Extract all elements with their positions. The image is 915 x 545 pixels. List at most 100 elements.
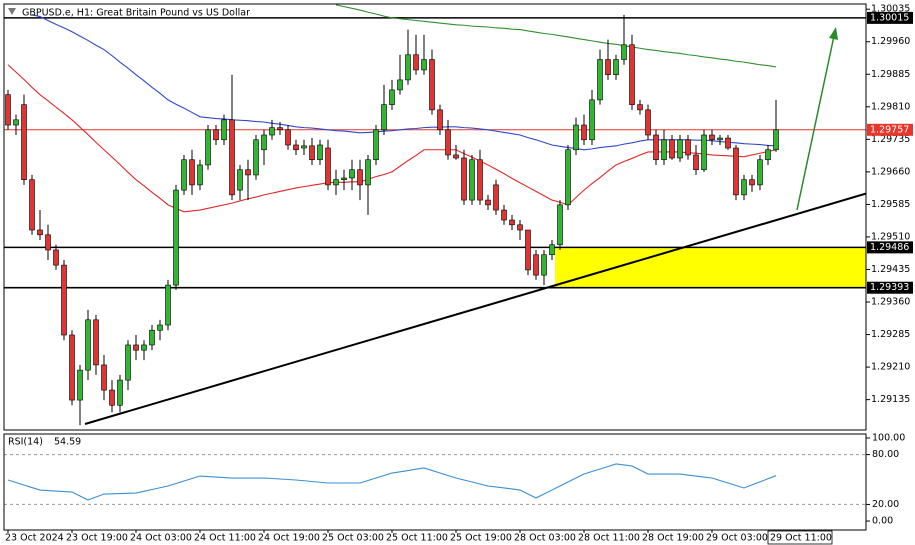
y-tick-label: 1.29210: [871, 362, 910, 373]
rsi-line: [7, 463, 777, 501]
candle-body: [389, 89, 395, 105]
candle-body: [381, 104, 387, 131]
x-tick-label: 24 Oct 03:00: [130, 533, 192, 544]
candle-body: [565, 149, 571, 206]
candle-body: [341, 177, 347, 180]
candle-body: [125, 344, 131, 381]
candle-body: [13, 119, 19, 126]
candle-body: [677, 139, 683, 159]
x-tick-label: 23 Oct 19:00: [66, 533, 128, 544]
candle-body: [501, 209, 507, 221]
axes: 1.29135 1.29210 1.29285 1.29360 1.29435 1.295…: [5, 4, 913, 545]
candle-body: [29, 179, 35, 231]
y-tick-label: 1.29735: [871, 134, 910, 145]
level-label: 1.29757: [870, 124, 909, 135]
x-label-box: [767, 530, 833, 545]
candle-body: [293, 144, 299, 151]
y-tick-label: 1.29360: [871, 297, 910, 308]
chart-title: GBPUSD.e, H1: Great Britain Pound vs US …: [22, 8, 250, 19]
candle-body: [77, 369, 83, 401]
candle-body: [701, 134, 707, 171]
y-tick-label: 1.30035: [871, 4, 910, 15]
candle-body: [629, 44, 635, 105]
candle-body: [101, 364, 107, 391]
rsi-tick-label: 0.00: [872, 516, 893, 527]
candle-body: [653, 134, 659, 161]
candle-body: [85, 319, 91, 371]
level-label-box: [867, 123, 913, 136]
candle-body: [509, 219, 515, 226]
candle-body: [5, 94, 11, 126]
candle-body: [645, 109, 651, 136]
candle-body: [549, 244, 555, 256]
level-label-box: [867, 11, 913, 24]
candle-body: [541, 254, 547, 276]
level-label: 1.29486: [870, 242, 909, 253]
candle-body: [765, 149, 771, 161]
candle-body: [309, 145, 315, 161]
level-label-box: [867, 241, 913, 254]
candle-body: [221, 119, 227, 141]
candle-body: [349, 169, 355, 179]
candle-body: [453, 154, 459, 159]
candle-body: [517, 224, 523, 231]
symbol-icon: [8, 8, 16, 15]
y-tick-label: 1.29135: [871, 394, 910, 405]
candle-body: [269, 127, 275, 136]
rsi-tick-label: 100.00: [872, 432, 905, 443]
rsi-panel: [4, 454, 866, 505]
candle-body: [317, 144, 323, 161]
candle-body: [325, 147, 331, 186]
y-tick-label: 1.29585: [871, 199, 910, 210]
x-tick-label: 25 Oct 11:00: [386, 533, 448, 544]
moving-average: [7, 64, 777, 213]
candle-body: [533, 254, 539, 276]
candle-body: [197, 164, 203, 186]
rsi-frame: [3, 433, 867, 531]
candle-body: [749, 179, 755, 186]
main-frame: [3, 3, 867, 431]
moving-average: [31, 14, 777, 151]
candle-body: [461, 157, 467, 201]
rsi-tick-label: 80.00: [872, 449, 899, 460]
candle-body: [69, 334, 75, 401]
x-tick-label: 29 Oct 11:00: [770, 533, 832, 544]
arrow-head: [829, 27, 838, 40]
candle-body: [173, 189, 179, 286]
candle-body: [661, 139, 667, 161]
candle-body: [437, 109, 443, 131]
candle-body: [181, 159, 187, 191]
candle-body: [157, 324, 163, 331]
rsi-value: 54.59: [54, 437, 81, 448]
candle-body: [333, 179, 339, 186]
candle-body: [373, 129, 379, 161]
candle-body: [445, 129, 451, 156]
candle-body: [189, 159, 195, 186]
x-tick-label: 25 Oct 19:00: [450, 533, 512, 544]
candle-body: [165, 284, 171, 326]
candle-body: [405, 54, 411, 81]
x-tick-label: 29 Oct 03:00: [706, 533, 768, 544]
candle-body: [685, 139, 691, 156]
candle-body: [693, 154, 699, 171]
candle-body: [365, 159, 371, 186]
candle-body: [45, 234, 51, 251]
candle-body: [53, 249, 59, 266]
candle-body: [733, 147, 739, 196]
candle-body: [301, 145, 307, 149]
candle-body: [429, 59, 435, 111]
candle-body: [525, 229, 531, 271]
x-tick-label: 28 Oct 03:00: [514, 533, 576, 544]
x-tick-label: 28 Oct 11:00: [578, 533, 640, 544]
candle-body: [741, 179, 747, 196]
candle-body: [757, 159, 763, 186]
moving-average: [335, 4, 777, 68]
y-tick-label: 1.29660: [871, 166, 910, 177]
candle-body: [557, 204, 563, 246]
candle-body: [469, 159, 475, 201]
candle-body: [237, 169, 243, 191]
candle-body: [277, 127, 283, 131]
candle-body: [613, 59, 619, 76]
x-tick-label: 24 Oct 19:00: [258, 533, 320, 544]
rsi-title: RSI(14): [8, 437, 43, 448]
